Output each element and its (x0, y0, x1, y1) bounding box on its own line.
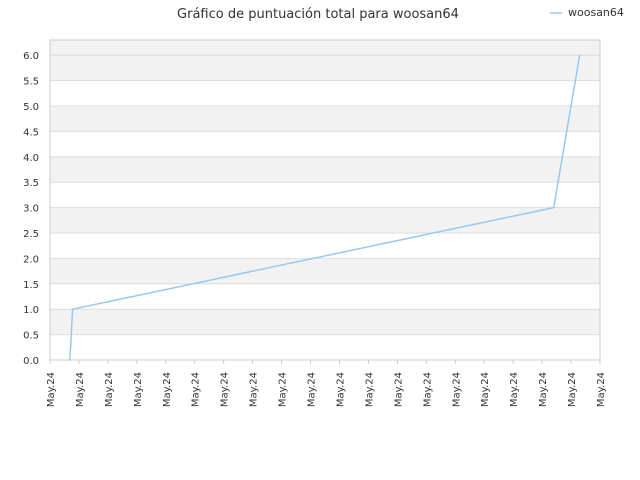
x-tick-label: May.24 (596, 372, 607, 407)
data-point (578, 54, 581, 57)
data-point (71, 308, 74, 311)
y-tick-label: 0.0 (23, 356, 39, 367)
x-tick-label: May.24 (393, 372, 404, 407)
x-tick-label: May.24 (480, 372, 491, 407)
x-tick-label: May.24 (509, 372, 520, 407)
x-tick-label: May.24 (538, 372, 549, 407)
series-layer (68, 54, 581, 361)
y-tick-label: 6.0 (23, 51, 39, 62)
data-point (552, 206, 555, 209)
y-tick-label: 2.5 (23, 229, 39, 240)
x-tick-label: May.24 (364, 372, 375, 407)
plot-area (49, 39, 601, 361)
grid-band (50, 40, 600, 56)
x-tick-label: May.24 (422, 372, 433, 407)
chart-title: Gráfico de puntuación total para woosan6… (177, 7, 459, 22)
y-tick-label: 5.0 (23, 102, 39, 113)
y-tick-label: 0.5 (23, 331, 39, 342)
y-tick-label: 2.0 (23, 254, 39, 265)
x-tick-label: May.24 (75, 372, 86, 407)
legend: woosan64 (550, 6, 624, 19)
plot-background (50, 40, 600, 360)
y-tick-label: 4.5 (23, 127, 39, 138)
x-tick-label: May.24 (191, 372, 202, 407)
x-tick-label: May.24 (278, 372, 289, 407)
data-point (68, 359, 71, 361)
x-tick-label: May.24 (104, 372, 115, 407)
x-tick-label: May.24 (133, 372, 144, 407)
grid-band (50, 309, 600, 335)
y-tick-label: 3.5 (23, 178, 39, 189)
y-axis: 0.0 0.5 1.0 1.5 2.0 2.5 3.0 3.5 4.0 4.5 5.0 5.5 6.0 (23, 51, 39, 367)
x-tick-label: May.24 (567, 372, 578, 407)
legend-label: woosan64 (568, 6, 624, 19)
x-tick-label: May.24 (220, 372, 231, 407)
x-tick-label: May.24 (162, 372, 173, 407)
grid-band (50, 106, 600, 132)
grid-band (50, 55, 600, 81)
plot-border (49, 39, 601, 361)
x-tick-label: May.24 (335, 372, 346, 407)
x-axis: May.24 May.24 May.24 May.24 May.24 May.24 May.… (46, 360, 607, 407)
x-tick-label: May.24 (307, 372, 318, 407)
data-point (70, 343, 72, 346)
grid-band (50, 207, 600, 234)
y-tick-label: 5.5 (23, 77, 39, 88)
x-tick-label: May.24 (451, 372, 462, 407)
x-tick-label: May.24 (249, 372, 260, 407)
x-tick-label: May.24 (46, 372, 57, 407)
y-tick-label: 1.0 (23, 305, 39, 316)
y-tick-label: 3.0 (23, 204, 39, 215)
y-tick-label: 1.5 (23, 280, 39, 291)
grid-band (50, 156, 600, 183)
grid-band (50, 258, 600, 284)
y-tick-label: 4.0 (23, 153, 39, 164)
